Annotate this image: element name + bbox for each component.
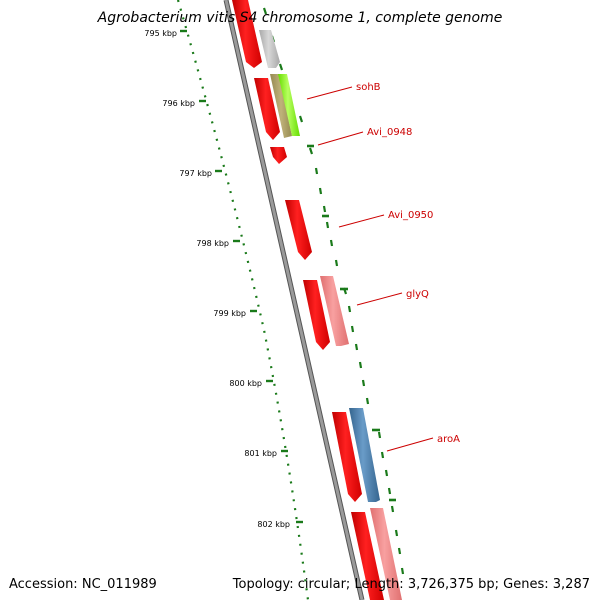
- length-label: Length:: [354, 577, 404, 592]
- topology-value: circular: [297, 577, 346, 592]
- feature-label[interactable]: glyQ: [406, 289, 429, 300]
- feature-label[interactable]: sohB: [356, 82, 381, 93]
- genome-backbone: [223, 0, 365, 600]
- scale-tick-label: 795 kbp: [144, 29, 177, 38]
- scale-tick-label: 801 kbp: [244, 449, 277, 458]
- scale-ring-dots: [176, 0, 310, 600]
- scale-tick-label: 796 kbp: [162, 99, 195, 108]
- accession-value: NC_011989: [81, 577, 157, 592]
- topology-label: Topology:: [232, 577, 294, 592]
- scale-tick-label: 800 kbp: [229, 379, 262, 388]
- length-value: 3,726,375 bp: [407, 577, 495, 592]
- gene-arrow[interactable]: [351, 512, 384, 600]
- accession-label: Accession:: [9, 577, 78, 592]
- genes-value: 3,287: [552, 577, 590, 592]
- feature-label[interactable]: aroA: [437, 434, 460, 445]
- gene-block[interactable]: [370, 508, 402, 600]
- feature-ring-2: [259, 30, 402, 600]
- gene-block[interactable]: [320, 276, 349, 346]
- gene-block[interactable]: [278, 74, 300, 136]
- gene-block[interactable]: [349, 408, 380, 502]
- gene-arrow[interactable]: [254, 78, 280, 140]
- gene-block[interactable]: [259, 30, 280, 68]
- gene-block[interactable]: [270, 74, 292, 138]
- label-leaders: [306, 86, 434, 452]
- scale-tick-labels: 795 kbp 796 kbp 797 kbp 798 kbp 799 kbp …: [144, 29, 290, 529]
- scale-tick-label: 802 kbp: [257, 520, 290, 529]
- outer-ring-major-ticks: [307, 144, 396, 502]
- gene-arrow[interactable]: [332, 412, 362, 502]
- scale-tick-label: 799 kbp: [213, 309, 246, 318]
- accession-info: Accession: NC_011989: [9, 577, 157, 592]
- feature-ring-1: [232, 0, 384, 600]
- genes-label: Genes:: [503, 577, 549, 592]
- feature-label[interactable]: Avi_0948: [367, 127, 412, 138]
- gene-arrow[interactable]: [285, 200, 312, 260]
- scale-ring-major-ticks: [180, 29, 303, 524]
- genome-stats: Topology: circular; Length: 3,726,375 bp…: [232, 577, 590, 592]
- gene-arrow[interactable]: [232, 0, 262, 68]
- map-title: Agrobacterium vitis S4 chromosome 1, com…: [97, 10, 503, 26]
- gene-arrow[interactable]: [270, 147, 287, 164]
- scale-tick-label: 797 kbp: [179, 169, 212, 178]
- feature-label[interactable]: Avi_0950: [388, 210, 433, 221]
- gene-arrow[interactable]: [303, 280, 330, 350]
- feature-labels: sohB Avi_0948 Avi_0950 glyQ aroA: [356, 82, 460, 445]
- scale-tick-label: 798 kbp: [196, 239, 229, 248]
